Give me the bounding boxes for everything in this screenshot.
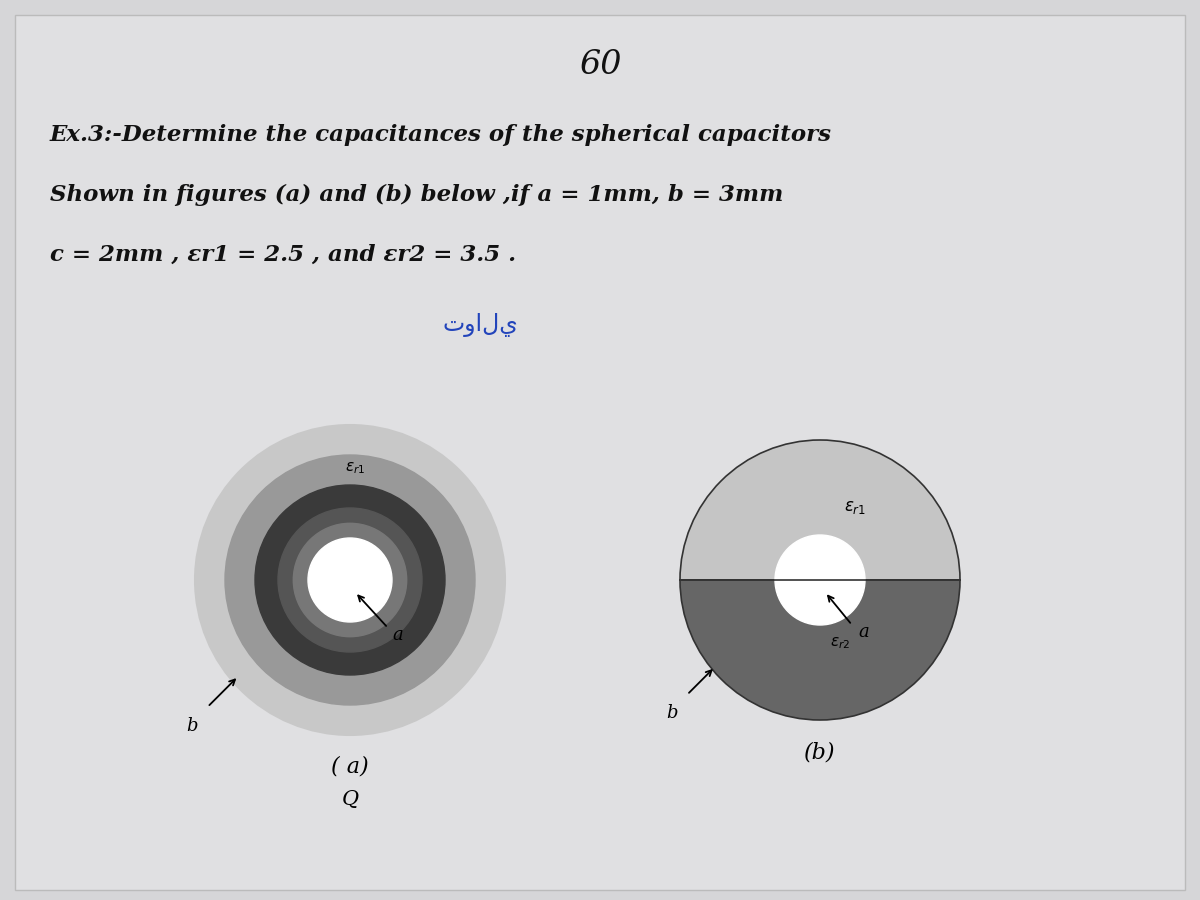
Wedge shape — [680, 440, 960, 580]
Text: (b): (b) — [804, 741, 835, 763]
FancyBboxPatch shape — [14, 15, 1186, 890]
Text: b: b — [186, 716, 198, 734]
Text: Ex.3:-Determine the capacitances of the spherical capacitors: Ex.3:-Determine the capacitances of the … — [50, 124, 832, 146]
Circle shape — [226, 455, 475, 705]
Text: 60: 60 — [578, 49, 622, 81]
Text: Q: Q — [342, 790, 359, 809]
Text: c = 2mm , εr1 = 2.5 , and εr2 = 3.5 .: c = 2mm , εr1 = 2.5 , and εr2 = 3.5 . — [50, 244, 516, 266]
Text: ( a): ( a) — [331, 756, 368, 778]
Circle shape — [308, 538, 392, 622]
Circle shape — [194, 425, 505, 735]
Wedge shape — [680, 580, 960, 720]
Text: $\varepsilon_{r2}$: $\varepsilon_{r2}$ — [830, 635, 850, 651]
Text: توالي: توالي — [442, 313, 518, 337]
Circle shape — [256, 485, 445, 675]
Circle shape — [775, 535, 865, 625]
Text: $\varepsilon_{r1}$: $\varepsilon_{r1}$ — [344, 461, 365, 476]
Text: Shown in figures (a) and (b) below ,if a = 1mm, b = 3mm: Shown in figures (a) and (b) below ,if a… — [50, 184, 784, 206]
Text: a: a — [392, 626, 403, 644]
Text: $\varepsilon_{r1}$: $\varepsilon_{r1}$ — [844, 499, 866, 516]
Circle shape — [278, 508, 422, 652]
Text: a: a — [859, 623, 869, 641]
Circle shape — [293, 523, 407, 636]
Text: b: b — [666, 704, 677, 722]
